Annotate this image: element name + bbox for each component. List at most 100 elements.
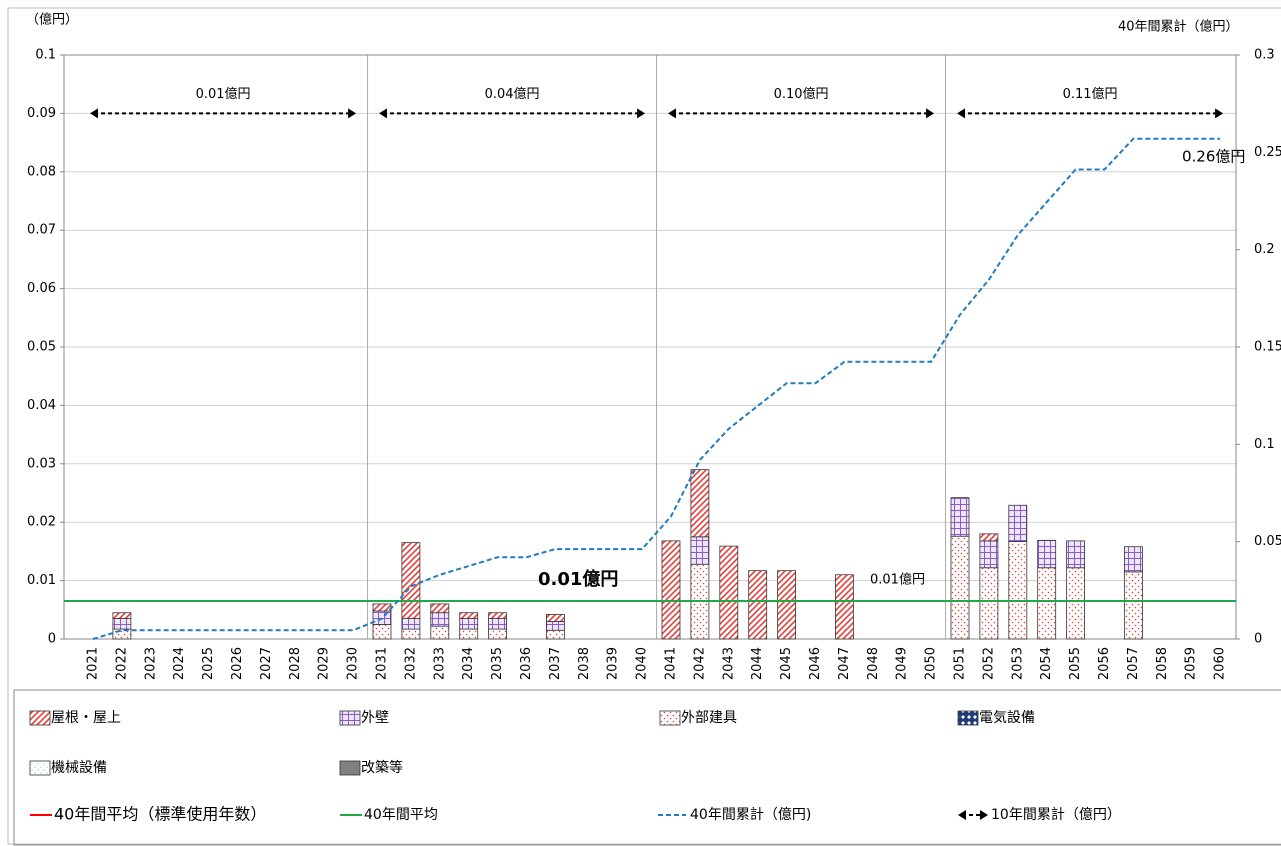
bar-segment <box>401 618 421 630</box>
legend-frame <box>13 689 1281 846</box>
bar-segment <box>950 535 970 640</box>
bar-segment <box>430 625 450 640</box>
y-tick-label: 0.1 <box>35 48 56 63</box>
x-tick-label: 2058 <box>1155 647 1170 680</box>
x-tick-label: 2046 <box>808 647 823 680</box>
x-tick-label: 2029 <box>317 647 332 680</box>
bar-segment <box>1037 539 1057 569</box>
x-tick-label: 2023 <box>143 647 158 680</box>
x-tick-label: 2057 <box>1126 647 1141 680</box>
y-tick-label: 0.06 <box>27 281 56 296</box>
bar-segment <box>690 469 710 538</box>
bar-segment <box>459 628 479 640</box>
x-tick-label: 2049 <box>895 647 910 680</box>
cumulative-label: 0.26億円 <box>1182 148 1245 166</box>
bar-segment <box>1124 546 1143 573</box>
x-tick-label: 2056 <box>1097 647 1112 680</box>
bar-segment <box>112 612 132 619</box>
legend-label: 改築等 <box>361 759 403 776</box>
bar-segment <box>719 545 739 640</box>
bar-segment <box>401 628 421 640</box>
x-tick-label: 2054 <box>1039 647 1054 680</box>
x-tick-label: 2028 <box>288 647 303 680</box>
x-tick-label: 2040 <box>635 647 650 680</box>
legend-swatch <box>29 710 51 726</box>
plot-frame <box>63 54 1237 640</box>
x-tick-label: 2035 <box>490 647 505 680</box>
x-tick-label: 2059 <box>1184 647 1199 680</box>
y-tick-label: 0 <box>48 632 56 647</box>
bar-segment <box>835 574 854 640</box>
legend-swatch <box>957 710 979 726</box>
bar-segment <box>488 618 508 630</box>
x-tick-label: 2036 <box>519 647 534 680</box>
bar-segment <box>372 624 392 640</box>
y2-tick-label: 0.1 <box>1254 437 1275 452</box>
bar-segment <box>488 628 508 640</box>
bar-segment <box>546 621 565 631</box>
x-tick-label: 2031 <box>375 647 390 680</box>
bar-segment <box>979 540 999 569</box>
legend-arrow-head <box>958 810 988 820</box>
bar-segment <box>1066 540 1085 569</box>
bar-segment <box>748 570 768 640</box>
bar-segment <box>1037 567 1057 640</box>
bar-segment <box>546 614 565 622</box>
y-tick-label: 0.08 <box>27 164 56 179</box>
y2-tick-label: 0.15 <box>1254 340 1281 355</box>
x-tick-label: 2042 <box>692 647 707 680</box>
decade-label: 0.11億円 <box>1063 86 1118 102</box>
x-tick-label: 2055 <box>1068 647 1083 680</box>
legend-swatch <box>339 710 361 726</box>
x-tick-label: 2045 <box>779 647 794 680</box>
bar-segment <box>1008 504 1028 542</box>
bar-segment <box>430 612 450 627</box>
bar-segment <box>546 629 565 640</box>
legend-label: 外壁 <box>361 710 389 726</box>
y2-axis-label: 40年間累計（億円） <box>1118 19 1239 35</box>
x-tick-label: 2043 <box>721 647 736 680</box>
x-tick-label: 2032 <box>403 647 418 680</box>
x-tick-label: 2038 <box>577 647 592 680</box>
x-tick-label: 2053 <box>1010 647 1025 680</box>
x-tick-label: 2044 <box>750 647 765 680</box>
legend-label: 屋根・屋上 <box>51 710 121 726</box>
x-tick-label: 2027 <box>259 647 274 680</box>
bar-segment <box>1124 571 1143 640</box>
decade-label: 0.04億円 <box>485 86 540 102</box>
y-tick-label: 0.01 <box>27 573 56 588</box>
y-tick-label: 0.09 <box>27 106 56 121</box>
x-tick-label: 2034 <box>461 647 476 680</box>
legend-label: 40年間平均 <box>364 807 438 823</box>
legend-label: 外部建具 <box>681 710 737 726</box>
x-tick-label: 2060 <box>1213 647 1228 680</box>
x-tick-label: 2051 <box>953 647 968 680</box>
x-tick-label: 2030 <box>346 647 361 680</box>
bar-segment <box>1008 541 1028 640</box>
legend-label: 10年間累計（億円） <box>991 807 1121 823</box>
legend-label: 機械設備 <box>51 760 107 776</box>
cumulative-line <box>92 137 1221 640</box>
x-tick-label: 2033 <box>432 647 447 680</box>
y-axis-label: （億円） <box>26 12 78 28</box>
x-tick-label: 2050 <box>924 647 939 680</box>
bar-segment <box>459 618 479 630</box>
y-tick-label: 0.03 <box>27 456 56 471</box>
y2-tick-label: 0 <box>1254 632 1262 647</box>
bar-segment <box>979 533 999 542</box>
bar-segment <box>661 540 681 640</box>
bar-segment <box>488 612 508 619</box>
legend-label: 電気設備 <box>979 710 1035 726</box>
chart-border <box>7 7 1281 845</box>
bar-segment <box>950 497 970 537</box>
legend-swatch <box>29 760 51 776</box>
bar-segment <box>690 536 710 565</box>
bar-segment <box>1066 567 1085 640</box>
legend-swatch <box>339 760 361 776</box>
y-tick-label: 0.05 <box>27 340 56 355</box>
y-tick-label: 0.02 <box>27 515 56 530</box>
y-tick-label: 0.07 <box>27 223 56 238</box>
bar-segment <box>430 603 450 614</box>
bar-segment <box>777 570 796 640</box>
